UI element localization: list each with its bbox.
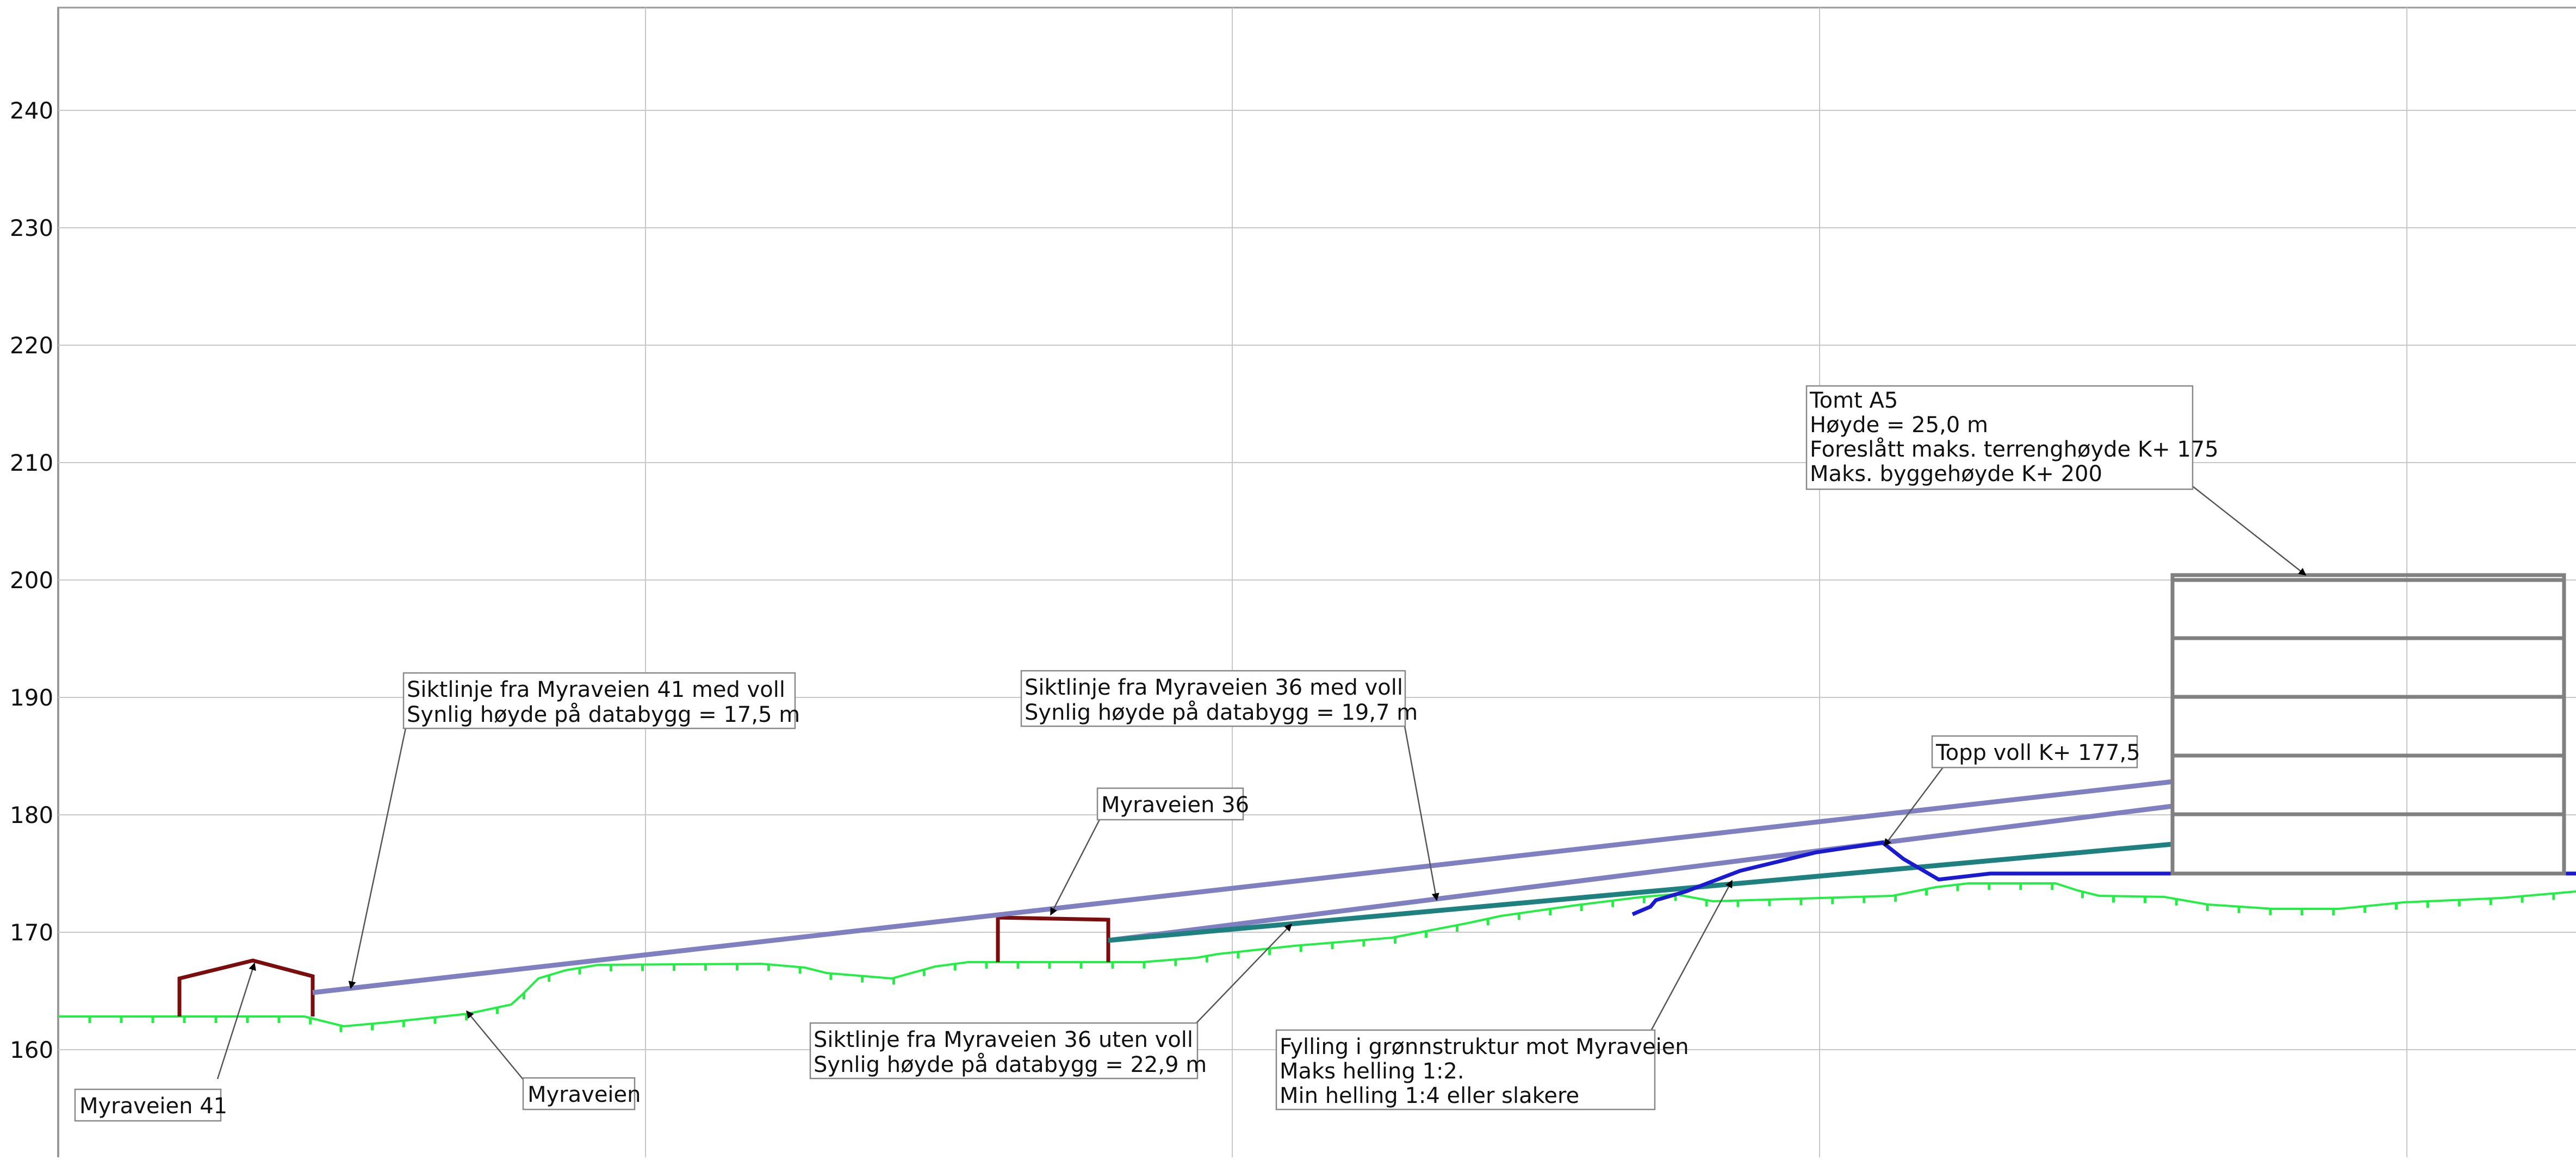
annotation-box (1805, 385, 2194, 490)
annotation-myraveien: Myraveien (522, 1077, 641, 1111)
leader-sight41 (348, 722, 408, 989)
annotation-text: Synlig høyde på databygg = 17,5 m (407, 702, 800, 727)
grid-vertical (645, 8, 2407, 1157)
annotation-voll-top: Topp voll K+ 177,5 (1931, 735, 2140, 769)
annotation-text: Min helling 1:4 eller slakere (1280, 1083, 1579, 1108)
leader-myraveien (466, 1010, 527, 1084)
leader-fill (1649, 880, 1733, 1032)
y-tick-label: 180 (10, 802, 53, 828)
annotation-box (1275, 1029, 1656, 1111)
y-tick-label: 190 (10, 684, 53, 711)
y-tick-label: 170 (10, 919, 53, 946)
sightline-myraveien-36-with-voll (1108, 803, 2173, 943)
grid-horizontal (58, 110, 2576, 1050)
annotation-box (74, 1088, 222, 1122)
voll-profile (1631, 840, 2172, 916)
annotation-text: Myraveien (527, 1082, 641, 1107)
y-tick-label: 150 (10, 1154, 53, 1157)
annotation-myraveien41: Myraveien 41 (74, 1088, 227, 1122)
annotation-sightline-41: Siktlinje fra Myraveien 41 med voll Synl… (402, 672, 800, 729)
data-building-tomt-a5 (2170, 573, 2566, 876)
annotation-box (522, 1077, 636, 1111)
leader-myraveien41 (216, 962, 256, 1080)
y-tick-label: 230 (10, 215, 53, 241)
house-myraveien-36 (996, 915, 1110, 962)
annotation-text: Fylling i grønnstruktur mot Myraveien (1280, 1034, 1689, 1059)
annotation-text: Siktlinje fra Myraveien 36 uten voll (814, 1027, 1193, 1052)
y-tick-label: 160 (10, 1037, 53, 1063)
leader-sight36 (1403, 722, 1439, 901)
terrain-hatching (88, 883, 2555, 1032)
y-tick-label: 200 (10, 567, 53, 594)
annotation-text: Synlig høyde på databygg = 22,9 m (814, 1052, 1207, 1077)
annotation-box (1931, 735, 2138, 769)
y-axis-tick-labels: 240 230 220 210 200 190 180 170 160 150 (10, 97, 53, 1160)
leader-lines (216, 485, 2307, 1084)
y-tick-label: 210 (10, 450, 53, 476)
terrain-line (58, 882, 2576, 1028)
annotation-box (402, 672, 796, 729)
annotation-sightline-36-uten-voll: Siktlinje fra Myraveien 36 uten voll Syn… (809, 1022, 1207, 1080)
leader-sight36u (1196, 923, 1292, 1024)
annotation-text: Maks. byggehøyde K+ 200 (1810, 461, 2102, 487)
y-tick-label: 220 (10, 332, 53, 359)
building-outline (2170, 573, 2566, 876)
annotation-text: Foreslått maks. terrenghøyde K+ 175 (1810, 437, 2219, 462)
house-myraveien-41 (177, 958, 315, 1016)
annotation-text: Siktlinje fra Myraveien 41 med voll (407, 677, 785, 702)
annotation-sightline-36: Siktlinje fra Myraveien 36 med voll Synl… (1020, 670, 1418, 727)
annotation-text: Myraveien 36 (1101, 793, 1249, 818)
annotation-myraveien36: Myraveien 36 (1096, 787, 1249, 821)
sightline-myraveien-36-without-voll (1108, 841, 2173, 943)
annotation-tomt-a5: Tomt A5 Høyde = 25,0 m Foreslått maks. t… (1805, 385, 2219, 490)
annotation-fill: Fylling i grønnstruktur mot Myraveien Ma… (1275, 1029, 1689, 1111)
leader-voll-top (1883, 763, 1947, 847)
annotation-text: Synlig høyde på databygg = 19,7 m (1025, 700, 1418, 725)
annotation-text: Topp voll K+ 177,5 (1935, 740, 2140, 765)
terrain (58, 882, 2576, 1032)
leader-tomt (2191, 485, 2307, 576)
annotation-text: Siktlinje fra Myraveien 36 med voll (1025, 675, 1403, 700)
leader-myraveien36 (1050, 816, 1102, 916)
annotation-text: Maks helling 1:2. (1280, 1059, 1464, 1084)
annotation-text: Høyde = 25,0 m (1810, 413, 1988, 438)
annotation-text: Tomt A5 (1809, 388, 1898, 413)
annotation-box (809, 1022, 1199, 1080)
annotation-box (1020, 670, 1406, 727)
annotation-text: Myraveien 41 (79, 1094, 227, 1119)
y-tick-label: 240 (10, 97, 53, 124)
sightline-myraveien-41-with-voll (312, 779, 2173, 995)
annotation-box (1096, 787, 1244, 821)
